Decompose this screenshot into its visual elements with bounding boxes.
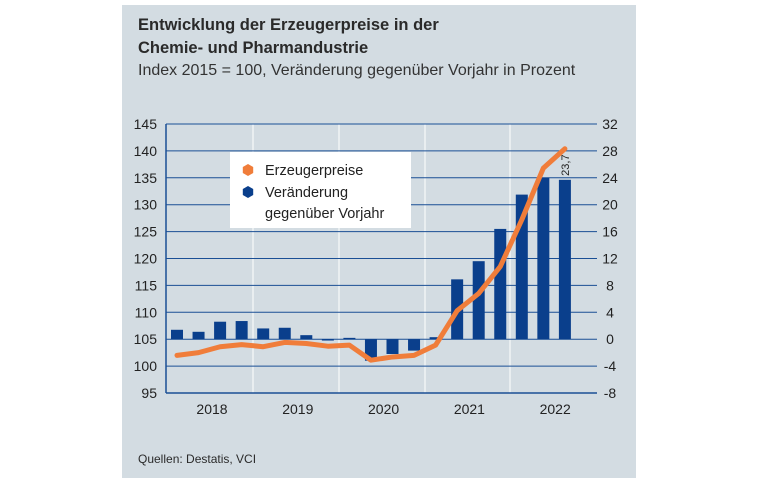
bar — [300, 335, 313, 340]
right-tick-label: 28 — [602, 143, 618, 159]
right-tick-label: 20 — [602, 197, 618, 213]
legend-box — [230, 152, 411, 228]
bar-data-label: 23,7 — [560, 154, 572, 175]
left-tick-label: 135 — [134, 170, 158, 186]
bar — [558, 179, 571, 340]
bar — [494, 228, 507, 340]
x-tick-label: 2018 — [196, 401, 227, 417]
right-tick-label: 16 — [602, 224, 618, 240]
left-tick-label: 110 — [135, 304, 158, 320]
chart-panel: Entwicklung der Erzeugerpreise in der Ch… — [122, 5, 636, 478]
left-tick-label: 105 — [134, 331, 158, 347]
chart-source: Quellen: Destatis, VCI — [138, 452, 257, 466]
legend-label-veraenderung-2: gegenüber Vorjahr — [265, 206, 384, 222]
bar — [192, 331, 205, 340]
bar — [343, 337, 356, 340]
right-tick-label: 12 — [602, 251, 618, 267]
bar — [537, 177, 550, 340]
left-tick-label: 100 — [134, 358, 158, 374]
right-tick-label: 32 — [602, 116, 618, 132]
bar — [429, 337, 442, 340]
right-tick-label: 0 — [606, 331, 614, 347]
right-tick-label: 4 — [606, 304, 614, 320]
bar — [214, 321, 227, 340]
bar — [472, 261, 485, 340]
left-tick-label: 95 — [141, 385, 157, 401]
left-tick-label: 125 — [134, 224, 158, 240]
right-tick-label: 8 — [606, 277, 614, 293]
legend-marker-erzeugerpreise — [242, 164, 254, 176]
legend-label-erzeugerpreise: Erzeugerpreise — [265, 163, 363, 179]
bar — [408, 339, 421, 351]
left-tick-label: 130 — [134, 197, 158, 213]
chart-subtitle: Index 2015 = 100, Veränderung gegenüber … — [138, 62, 576, 79]
left-tick-label: 140 — [134, 143, 158, 159]
bar — [171, 329, 183, 340]
x-tick-label: 2022 — [540, 401, 571, 417]
right-tick-label: -8 — [604, 385, 617, 401]
bar — [321, 339, 334, 341]
bar — [386, 339, 399, 354]
legend-label-veraenderung: Veränderung — [265, 185, 348, 201]
chart-title-line-1: Entwicklung der Erzeugerpreise in der — [138, 16, 439, 34]
chart-title-line-2: Chemie- und Pharmandustrie — [138, 39, 369, 57]
right-tick-label: 24 — [602, 170, 618, 186]
bar — [278, 327, 291, 340]
x-tick-label: 2021 — [454, 401, 485, 417]
legend-marker-veraenderung — [242, 186, 254, 198]
left-tick-label: 115 — [135, 277, 158, 293]
left-tick-label: 145 — [134, 116, 158, 132]
x-tick-label: 2019 — [282, 401, 313, 417]
right-tick-label: -4 — [604, 358, 617, 374]
x-tick-label: 2020 — [368, 401, 399, 417]
bar — [235, 321, 248, 340]
left-tick-label: 120 — [134, 251, 158, 267]
bar — [257, 328, 270, 340]
